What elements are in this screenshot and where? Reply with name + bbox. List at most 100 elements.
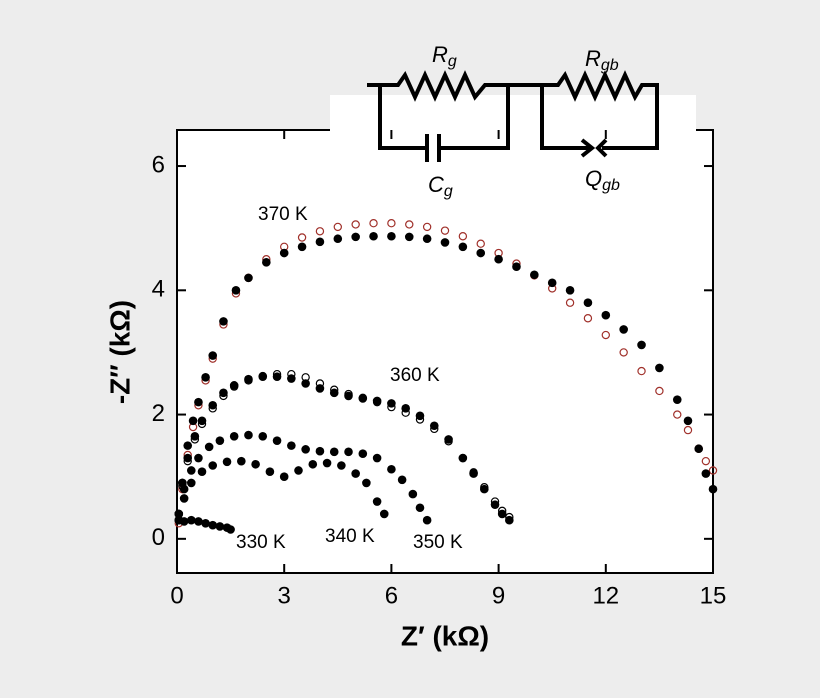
data-point: [458, 242, 468, 252]
data-point: [415, 503, 425, 513]
data-point: [358, 449, 368, 459]
label-main: C: [428, 172, 444, 197]
data-point: [351, 232, 360, 242]
data-point: [279, 248, 289, 258]
data-point: [565, 286, 575, 295]
data-point: [287, 374, 296, 383]
data-point: [458, 232, 468, 241]
label-sub: g: [444, 183, 453, 200]
data-point: [619, 348, 628, 357]
data-point: [565, 298, 575, 307]
data-point: [183, 441, 193, 450]
data-point: [315, 237, 325, 247]
y-axis-label: -Z″ (kΩ): [104, 300, 135, 404]
data-point: [476, 248, 486, 258]
wire: [540, 85, 590, 150]
series-label: 340 K: [325, 526, 375, 547]
data-point: [258, 432, 268, 441]
data-point: [708, 466, 718, 475]
data-point: [294, 466, 303, 475]
data-point: [226, 525, 235, 534]
plot-area: [176, 129, 714, 574]
marks: [174, 218, 718, 534]
data-point: [297, 233, 307, 242]
data-point: [362, 478, 371, 488]
data-point: [619, 325, 628, 334]
y-tick-label: 2: [152, 400, 165, 427]
data-point: [186, 466, 196, 475]
data-point: [637, 340, 646, 350]
data-point: [372, 497, 382, 506]
data-point: [279, 472, 289, 481]
cpe: [580, 138, 596, 158]
data-point: [387, 218, 396, 228]
data-point: [322, 458, 332, 468]
data-point: [490, 500, 500, 509]
data-point: [505, 515, 514, 525]
y-tick-label: 6: [152, 151, 165, 178]
data-point: [673, 410, 682, 419]
data-point: [201, 372, 210, 382]
data-point: [333, 234, 343, 244]
data-point: [655, 386, 664, 396]
data-point: [351, 220, 360, 229]
data-point: [222, 457, 232, 467]
data-point: [204, 442, 214, 452]
data-point: [547, 278, 557, 288]
data-point: [387, 231, 396, 241]
cpe: [595, 138, 608, 158]
data-point: [397, 475, 407, 485]
data-point: [301, 379, 310, 388]
data-point: [351, 469, 360, 478]
x-tick-label: 15: [700, 582, 727, 609]
data-point: [683, 425, 693, 435]
data-point: [251, 459, 260, 469]
wire: [439, 83, 542, 150]
data-point: [301, 445, 310, 454]
series-label: 350 K: [413, 532, 463, 553]
data-point: [194, 397, 203, 407]
data-point: [215, 436, 225, 445]
wire: [367, 83, 425, 150]
data-point: [583, 314, 593, 323]
data-point: [408, 489, 418, 499]
series-label: 330 K: [236, 532, 286, 553]
data-point: [315, 227, 325, 236]
x-tick-label: 3: [278, 582, 291, 609]
circuit: Rg Cg Rgb Qgb: [367, 42, 659, 200]
circuit-label: Qgb: [585, 166, 620, 194]
data-point: [344, 447, 353, 457]
x-tick-label: 6: [385, 582, 398, 609]
label-sub: gb: [601, 57, 619, 74]
data-point: [369, 231, 378, 241]
label-sub: g: [448, 53, 457, 70]
data-point: [179, 494, 189, 503]
data-point: [229, 381, 239, 390]
x-tick-label: 12: [592, 582, 619, 609]
data-point: [333, 222, 342, 232]
data-point: [512, 262, 521, 271]
label-main: R: [432, 42, 448, 67]
x-axis-label: Z′ (kΩ): [401, 620, 489, 651]
series-label: 370 K: [258, 204, 308, 225]
y-tick-label: 0: [152, 524, 165, 551]
data-point: [297, 242, 307, 252]
data-point: [401, 404, 410, 413]
data-point: [344, 391, 353, 401]
data-point: [444, 435, 453, 444]
data-point: [337, 461, 346, 470]
data-point: [429, 421, 439, 431]
x-tick-label: 9: [492, 582, 505, 609]
data-point: [694, 444, 704, 454]
data-point: [231, 286, 241, 295]
data-point: [672, 395, 682, 404]
data-point: [208, 351, 218, 360]
data-point: [188, 416, 198, 426]
data-point: [197, 467, 207, 477]
data-point: [372, 453, 382, 463]
data-point: [287, 441, 296, 450]
data-point: [372, 396, 382, 406]
data-point: [244, 273, 253, 283]
data-point: [329, 388, 339, 398]
data-point: [329, 447, 339, 457]
